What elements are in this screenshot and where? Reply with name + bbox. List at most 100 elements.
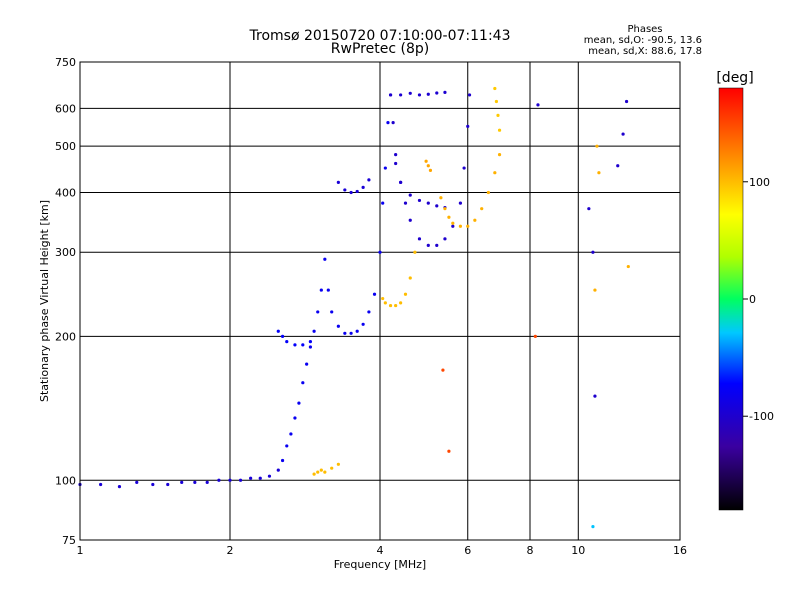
data-point [308,340,313,344]
data-point [343,331,347,335]
x-axis-label: Frequency [MHz] [334,558,426,571]
data-point [258,476,262,480]
y-tick-label: 100 [55,474,76,487]
data-point [355,189,359,194]
data-point [408,276,412,280]
data-point [417,237,422,241]
data-point [297,401,301,405]
data-point [399,180,403,184]
data-point [330,466,334,470]
colorbar [718,87,744,511]
data-point [426,243,430,248]
data-point [441,368,445,372]
data-point [361,185,365,189]
data-point [417,93,422,97]
data-point [591,525,595,529]
data-point [497,128,502,132]
phase-stat-o: mean, sd,O: -90.5, 13.6 [584,35,702,46]
x-tick-label: 1 [77,544,84,557]
y-tick-label: 200 [55,330,76,343]
phases-heading: Phases [627,24,662,35]
data-point [280,334,285,338]
data-point [293,343,297,347]
data-point [394,161,398,166]
grid-lines [80,62,680,540]
data-point [355,329,359,333]
data-point [336,180,340,184]
phase-stat-x: mean, sd,X: 88.6, 17.8 [588,46,702,57]
data-point [388,93,393,97]
x-tick-label: 2 [227,544,234,557]
data-point [301,381,305,385]
data-point [343,188,347,192]
colorbar-ticks: 100 0 -100 [743,176,774,423]
data-point [593,394,597,398]
data-point [117,485,122,489]
data-point [408,193,412,197]
data-point [417,198,422,203]
data-point [228,478,232,482]
data-point [413,250,417,254]
data-point [403,201,408,205]
data-point [587,207,591,211]
data-point [336,324,340,328]
data-point [349,190,353,195]
data-point [426,164,430,168]
data-point [316,310,320,314]
data-point [462,166,466,170]
data-point [435,204,439,208]
data-point [319,468,323,472]
data-point [408,218,412,222]
data-point [323,257,327,261]
x-tick-label: 16 [673,544,687,557]
data-point [447,215,451,219]
data-point [193,480,197,484]
y-tick-label: 75 [62,534,76,547]
data-point [435,91,439,95]
data-point [458,201,463,205]
data-point [381,296,385,301]
data-point [312,329,316,333]
data-point [151,482,155,487]
data-point [280,458,285,463]
data-point [394,153,398,157]
data-point [428,168,433,172]
colorbar-tick-label: 0 [749,293,756,306]
y-tick-label: 600 [55,102,76,115]
data-point [447,449,451,453]
data-point [386,121,390,125]
x-tick-label: 8 [527,544,534,557]
colorbar-tick-label: 100 [749,176,770,189]
data-point [267,474,272,478]
data-point [135,480,139,484]
data-point [403,292,408,296]
data-point [293,416,297,420]
data-point [394,303,398,308]
data-point [367,310,371,314]
data-point [316,470,320,474]
data-point [480,207,484,211]
data-point [533,334,537,338]
data-point [301,343,305,347]
data-point [591,250,595,254]
data-point [435,243,439,248]
data-point [399,301,403,305]
data-point [361,322,365,326]
data-point [626,264,630,269]
data-point [624,99,629,104]
data-point [466,224,470,228]
data-points [78,86,630,529]
data-point [466,124,470,128]
data-point [383,301,387,305]
data-point [249,476,253,480]
data-point [323,470,327,474]
data-point [424,159,428,163]
data-point [439,196,443,200]
y-tick-label: 500 [55,140,76,153]
data-point [408,91,412,95]
data-point [381,201,385,205]
data-point [205,480,209,484]
data-point [621,132,625,136]
data-point [443,237,447,241]
